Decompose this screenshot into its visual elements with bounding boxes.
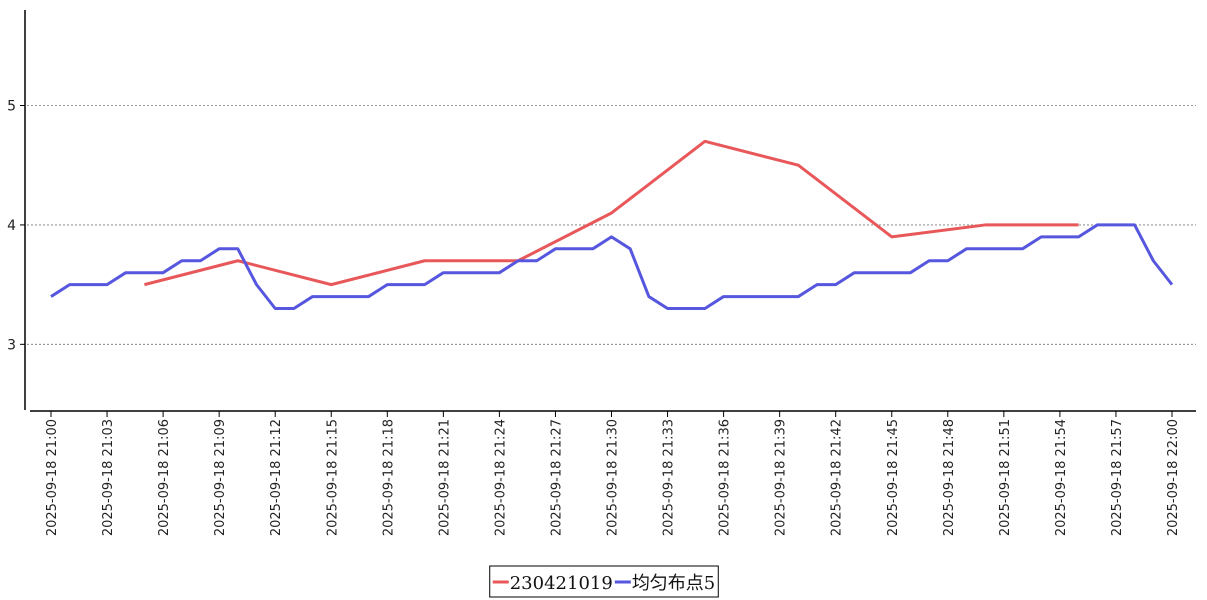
- x-tick-label: 2025-09-18 21:48: [942, 419, 957, 536]
- y-tick-label: 4: [7, 218, 16, 234]
- x-tick-label: 2025-09-18 21:15: [325, 419, 340, 536]
- grid-lines: [27, 105, 1196, 345]
- x-tick-label: 2025-09-18 21:54: [1054, 419, 1069, 536]
- x-tick-label: 2025-09-18 21:57: [1110, 419, 1125, 536]
- x-tick-label: 2025-09-18 21:03: [101, 419, 116, 536]
- y-tick-label: 5: [7, 99, 16, 115]
- legend: 230421019 均匀布点5: [489, 565, 719, 598]
- legend-label: 230421019: [510, 573, 613, 594]
- x-axis-ticks: 2025-09-18 21:00 2025-09-18 21:03 2025-09-…: [45, 411, 1181, 536]
- legend-box: [489, 565, 719, 598]
- x-tick-label: 2025-09-18 21:39: [774, 419, 789, 536]
- x-tick-label: 2025-09-18 21:36: [718, 419, 733, 536]
- x-tick-label: 2025-09-18 21:30: [606, 419, 621, 536]
- series-group: [50, 139, 1174, 311]
- x-tick-label: 2025-09-18 21:51: [998, 419, 1013, 536]
- series-line: [144, 139, 1079, 287]
- x-tick-label: 2025-09-18 21:24: [493, 419, 508, 536]
- x-tick-label: 2025-09-18 21:42: [830, 419, 845, 536]
- series-line: [50, 223, 1174, 311]
- x-tick-label: 2025-09-18 21:12: [269, 419, 284, 536]
- x-tick-label: 2025-09-18 21:18: [381, 419, 396, 536]
- x-tick-label: 2025-09-18 21:27: [549, 419, 564, 536]
- x-tick-label: 2025-09-18 21:45: [886, 419, 901, 536]
- x-tick-label: 2025-09-18 21:21: [437, 419, 452, 536]
- x-tick-label: 2025-09-18 21:06: [157, 419, 172, 536]
- y-tick-label: 3: [7, 337, 16, 353]
- x-tick-label: 2025-09-18 21:33: [662, 419, 677, 536]
- x-tick-label: 2025-09-18 22:00: [1166, 419, 1181, 536]
- y-axis-ticks: 3 4 5: [7, 99, 25, 353]
- x-tick-label: 2025-09-18 21:09: [213, 419, 228, 536]
- legend-label: 均匀布点5: [632, 573, 715, 594]
- x-tick-label: 2025-09-18 21:00: [45, 419, 60, 536]
